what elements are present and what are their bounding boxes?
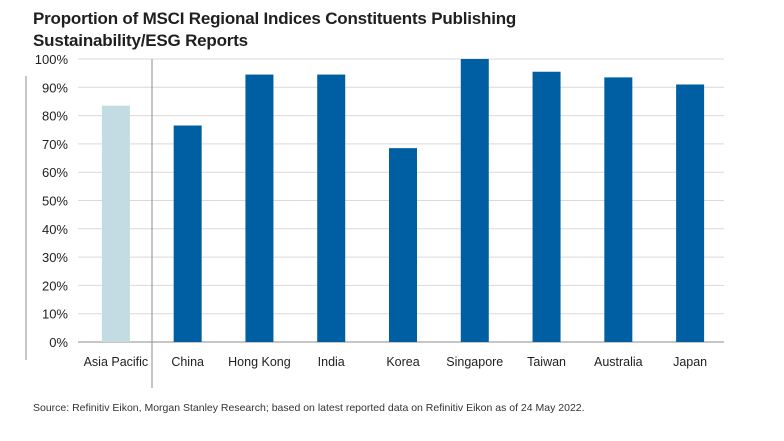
x-tick-label: Japan xyxy=(673,355,707,369)
x-tick-label: India xyxy=(318,355,345,369)
y-tick-label: 80% xyxy=(42,109,68,124)
y-tick-label: 10% xyxy=(42,307,68,322)
bar-japan xyxy=(676,84,705,342)
bar-australia xyxy=(604,77,633,343)
x-tick-label: Asia Pacific xyxy=(84,355,149,369)
y-tick-label: 0% xyxy=(49,335,68,350)
x-tick-label: Hong Kong xyxy=(228,355,291,369)
y-tick-label: 40% xyxy=(42,222,68,237)
x-tick-label: Taiwan xyxy=(527,355,566,369)
bar-india xyxy=(317,74,346,342)
y-tick-label: 20% xyxy=(42,278,68,293)
y-tick-label: 50% xyxy=(42,194,68,209)
y-tick-label: 70% xyxy=(42,137,68,152)
source-note: Source: Refinitiv Eikon, Morgan Stanley … xyxy=(33,402,585,414)
x-tick-label: China xyxy=(171,355,204,369)
x-tick-label: Korea xyxy=(386,355,419,369)
x-tick-label: Australia xyxy=(594,355,643,369)
chart-title: Proportion of MSCI Regional Indices Cons… xyxy=(33,8,653,52)
x-tick-label: Singapore xyxy=(446,355,503,369)
bar-korea xyxy=(389,148,417,342)
y-tick-label: 60% xyxy=(42,165,68,180)
y-tick-label: 90% xyxy=(42,80,68,95)
bar-singapore xyxy=(460,59,489,342)
y-tick-label: 30% xyxy=(42,250,68,265)
bar-chart: 0% 10% 20% 30% 40% 50% 60% 70% 80% 90% 100% Asia Pa… xyxy=(25,52,724,388)
chart-title-line-1: Proportion of MSCI Regional Indices Cons… xyxy=(33,9,517,28)
bar-hong-kong xyxy=(245,74,274,342)
bar-asia-pacific xyxy=(101,105,130,342)
bar-taiwan xyxy=(532,71,561,343)
chart-title-line-2: Sustainability/ESG Reports xyxy=(33,31,248,50)
y-tick-label: 100% xyxy=(35,52,69,67)
bar-china xyxy=(173,125,202,342)
